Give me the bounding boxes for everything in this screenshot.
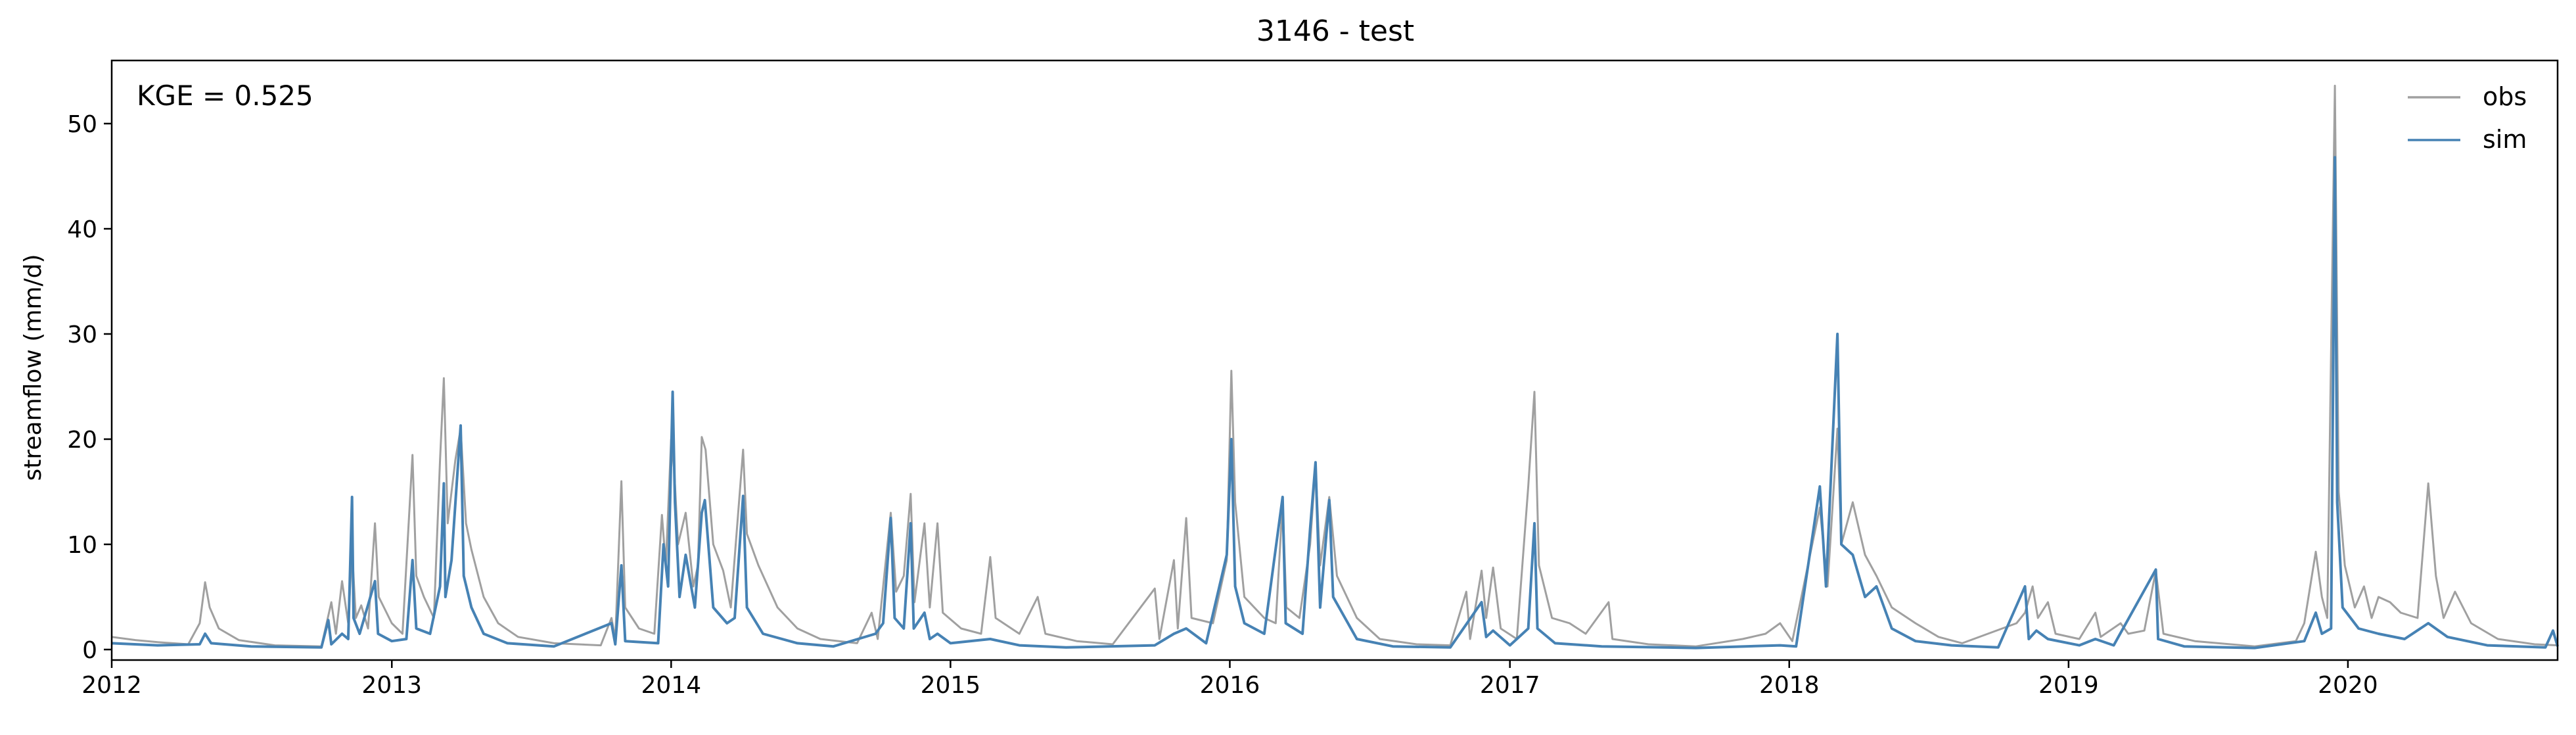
legend-entry-obs: obs — [2408, 82, 2527, 111]
ticks-layer: 2012 2013 2014 2015 2016 2017 2018 2019 2020 0 10 2… — [67, 111, 2378, 699]
x-tick-label-2018: 2018 — [1759, 672, 1820, 699]
x-tick-label-2014: 2014 — [641, 672, 701, 699]
series-layer — [111, 84, 2559, 650]
x-tick-label-2015: 2015 — [921, 672, 981, 699]
y-tick-label-30: 30 — [67, 321, 97, 348]
chart-title: 3146 - test — [1256, 14, 1414, 48]
series-line-obs — [111, 84, 2558, 648]
x-tick-label-2020: 2020 — [2318, 672, 2378, 699]
y-tick-label-40: 40 — [67, 216, 97, 243]
series-line-sim — [111, 156, 2559, 650]
legend-label-sim: sim — [2483, 125, 2527, 154]
x-tick-label-2019: 2019 — [2038, 672, 2099, 699]
y-tick-label-50: 50 — [67, 111, 97, 138]
y-axis-label: streamflow (mm/d) — [20, 254, 47, 481]
axes-frame — [110, 59, 2559, 661]
x-tick-label-2013: 2013 — [361, 672, 422, 699]
legend-label-obs: obs — [2483, 82, 2527, 111]
x-tick-label-2017: 2017 — [1480, 672, 1540, 699]
kge-annotation: KGE = 0.525 — [137, 80, 313, 112]
plot-area: 2012 2013 2014 2015 2016 2017 2018 2019 2020 0 10 2… — [67, 59, 2559, 699]
y-tick-label-20: 20 — [67, 427, 97, 454]
y-tick-label-10: 10 — [67, 532, 97, 559]
legend: obs sim — [2408, 82, 2527, 154]
x-tick-label-2012: 2012 — [81, 672, 142, 699]
y-tick-label-0: 0 — [82, 637, 97, 664]
legend-entry-sim: sim — [2408, 125, 2527, 154]
x-tick-label-2016: 2016 — [1200, 672, 1260, 699]
